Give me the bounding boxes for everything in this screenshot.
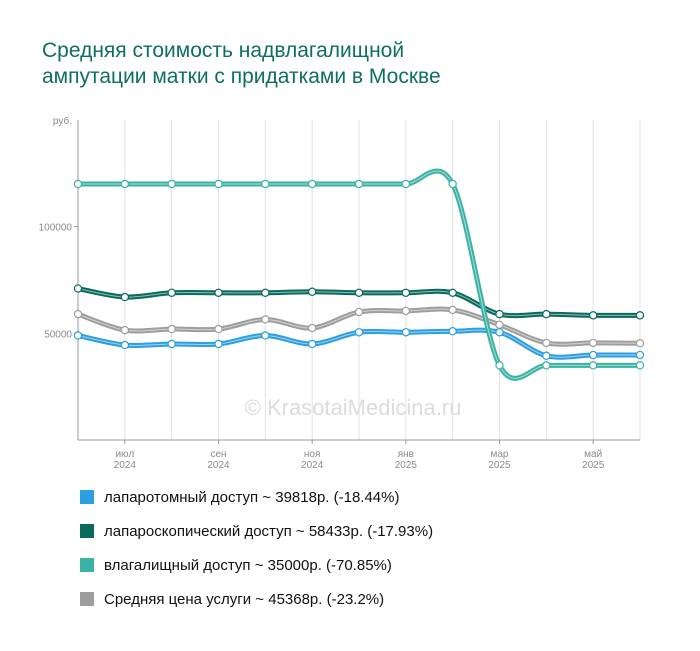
data-points — [73, 179, 645, 370]
legend: лапаротомный доступ ~ 39818р. (-18.44%) … — [80, 488, 433, 624]
legend-item-laparotomy[interactable]: лапаротомный доступ ~ 39818р. (-18.44%) — [80, 488, 433, 506]
legend-swatch-laparotomy — [80, 490, 94, 504]
data-point — [167, 179, 176, 189]
y-axis-unit-label: руб. — [53, 115, 72, 127]
data-point — [495, 361, 504, 370]
data-point — [120, 292, 130, 302]
data-point — [307, 287, 317, 296]
legend-item-laparoscopy[interactable]: лапароскопический доступ ~ 58433р. (-17.… — [80, 522, 433, 540]
data-point — [73, 331, 83, 340]
chart-title-line-2: ампутации матки с придатками в Москве — [42, 65, 441, 88]
data-point — [120, 179, 130, 189]
data-point — [354, 179, 364, 189]
data-point — [588, 361, 598, 370]
data-point — [495, 320, 504, 329]
data-point — [495, 328, 504, 337]
legend-swatch-laparoscopy — [80, 524, 94, 538]
legend-label-laparotomy: лапаротомный доступ ~ 39818р. (-18.44%) — [104, 488, 400, 506]
chart-title-line-1: Средняя стоимость надвлагалищной — [42, 39, 405, 62]
legend-item-average[interactable]: Средняя цена услуги ~ 45368р. (-23.2%) — [80, 590, 433, 608]
x-tick-label: июл 2024 — [114, 449, 137, 471]
legend-label-average: Средняя цена услуги ~ 45368р. (-23.2%) — [104, 590, 385, 608]
data-point — [261, 288, 270, 297]
data-point — [261, 331, 270, 340]
data-point — [401, 288, 411, 297]
data-point — [401, 306, 411, 316]
data-point — [588, 338, 598, 348]
data-point — [448, 327, 457, 336]
data-point — [448, 288, 457, 297]
legend-item-vaginal[interactable]: влагалищный доступ ~ 35000р. (-70.85%) — [80, 556, 433, 574]
legend-label-vaginal: влагалищный доступ ~ 35000р. (-70.85%) — [104, 556, 392, 574]
x-tick-label: сен 2024 — [207, 449, 230, 471]
y-tick-label: 100000 — [39, 223, 73, 234]
data-point — [448, 179, 457, 189]
data-point — [73, 284, 83, 293]
data-point — [401, 328, 411, 337]
data-point — [542, 309, 551, 319]
legend-swatch-average — [80, 592, 94, 606]
data-point — [167, 288, 176, 297]
axes: руб. 100000 50000 июл 2024 сен 2024 ноя 2024 янв 2… — [39, 115, 640, 471]
data-point — [542, 361, 551, 370]
data-point — [307, 323, 317, 333]
x-tick-label: янв 2025 — [395, 449, 418, 471]
data-point — [542, 338, 551, 348]
data-point — [588, 350, 598, 360]
data-point — [354, 307, 364, 317]
data-point — [635, 350, 645, 360]
line-chart: © KrasotaiMedicina.ru руб. 100000 50000 июл… — [39, 115, 645, 471]
data-point — [120, 340, 130, 350]
grid — [77, 120, 641, 440]
data-point — [635, 311, 645, 320]
data-point — [542, 351, 551, 360]
y-tick-label: 50000 — [44, 329, 72, 340]
data-point — [214, 179, 223, 189]
data-point — [307, 179, 317, 189]
data-point — [73, 309, 83, 319]
data-point — [588, 311, 598, 320]
data-point — [635, 361, 645, 370]
x-tick-label: мар 2025 — [488, 449, 511, 471]
data-point — [214, 339, 223, 349]
data-point — [307, 339, 317, 349]
data-point — [354, 288, 364, 297]
data-point — [167, 339, 176, 349]
chart-title: Средняя стоимость надвлагалищной ампутац… — [42, 38, 662, 90]
data-point — [73, 179, 83, 189]
data-point — [120, 325, 130, 335]
data-point — [214, 288, 223, 297]
data-point — [261, 179, 270, 189]
legend-label-laparoscopy: лапароскопический доступ ~ 58433р. (-17.… — [104, 522, 434, 540]
legend-swatch-vaginal — [80, 558, 94, 572]
data-point — [495, 309, 504, 319]
data-point — [448, 305, 457, 315]
data-point — [401, 179, 411, 189]
x-tick-label: ноя 2024 — [301, 449, 324, 471]
data-point — [214, 324, 223, 334]
data-point — [167, 324, 176, 334]
data-point — [261, 315, 270, 324]
x-tick-label: май 2025 — [582, 449, 605, 471]
data-point — [635, 339, 645, 348]
watermark: © KrasotaiMedicina.ru — [245, 395, 462, 420]
data-point — [354, 328, 364, 337]
